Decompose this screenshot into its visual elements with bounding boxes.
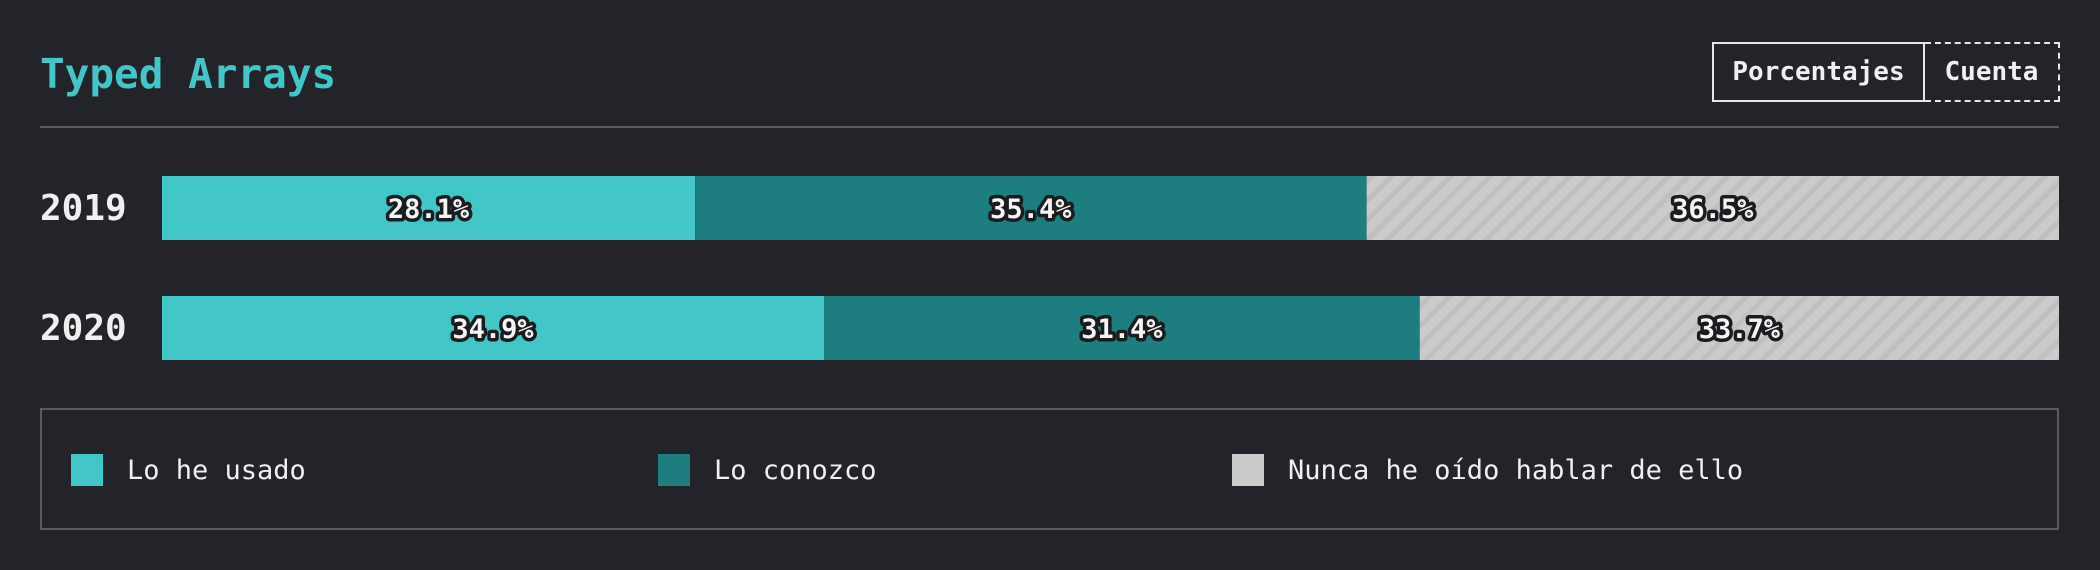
category-label-2019: 2019 bbox=[40, 188, 127, 229]
legend-label-never-heard: Nunca he oído hablar de ello bbox=[1288, 455, 1743, 486]
legend-swatch-used bbox=[71, 454, 103, 486]
legend-swatch-never-heard bbox=[1232, 454, 1264, 486]
data-label-2019-lo-he-usado: 28.1% bbox=[388, 194, 470, 225]
stacked-bar-chart: 2019 28.1% 35.4% 36.5% 2020 34.9% 31.4% 33.7% bbox=[0, 0, 2100, 400]
legend-swatch-known bbox=[658, 454, 690, 486]
legend-label-used: Lo he usado bbox=[127, 455, 306, 486]
legend-item-used[interactable]: Lo he usado bbox=[71, 453, 306, 487]
data-label-2019-lo-conozco: 35.4% bbox=[990, 194, 1072, 225]
data-label-2020-lo-he-usado: 34.9% bbox=[452, 314, 534, 345]
data-label-2020-lo-conozco: 31.4% bbox=[1081, 314, 1163, 345]
data-label-2020-nunca-he-oido-hablar-de-ello: 33.7% bbox=[1699, 314, 1781, 345]
data-label-2019-nunca-he-oido-hablar-de-ello: 36.5% bbox=[1672, 194, 1754, 225]
legend-label-known: Lo conozco bbox=[714, 455, 877, 486]
category-label-2020: 2020 bbox=[40, 308, 127, 349]
legend-item-known[interactable]: Lo conozco bbox=[658, 453, 877, 487]
legend-item-never-heard[interactable]: Nunca he oído hablar de ello bbox=[1232, 453, 1743, 487]
chart-legend: Lo he usado Lo conozco Nunca he oído hab… bbox=[40, 408, 2059, 530]
